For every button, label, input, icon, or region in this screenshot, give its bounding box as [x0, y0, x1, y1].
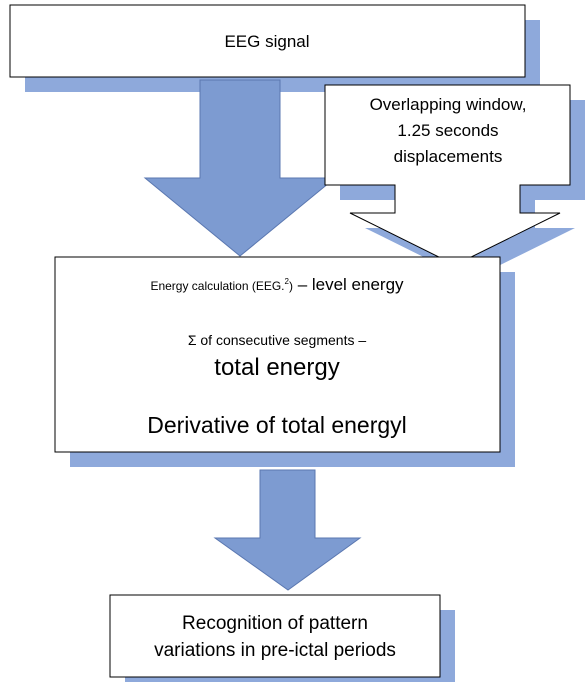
- callout: [324, 84, 571, 266]
- box: [9, 4, 526, 78]
- arrow: [143, 79, 337, 257]
- text-part: Energy calculation (EEG.: [150, 279, 284, 293]
- superscript: 2: [285, 277, 290, 286]
- text-part: ): [289, 279, 293, 293]
- node-line: Derivative of total energyl: [147, 412, 407, 438]
- node-line: total energy: [214, 354, 339, 381]
- node-label: EEG signal: [224, 32, 309, 51]
- text-part: – level energy: [293, 275, 404, 294]
- node-line: Σ of consecutive segments –: [188, 332, 367, 348]
- node-line: variations in pre-ictal periods: [154, 640, 396, 661]
- box: [109, 594, 441, 678]
- callout-line: 1.25 seconds: [397, 121, 498, 140]
- callout-line: Overlapping window,: [370, 95, 527, 114]
- node-line: Recognition of pattern: [182, 613, 368, 634]
- energy-line: Energy calculation (EEG.2) – level energ…: [150, 275, 404, 294]
- callout-line: displacements: [394, 147, 503, 166]
- arrow: [213, 469, 362, 591]
- box: [54, 256, 501, 453]
